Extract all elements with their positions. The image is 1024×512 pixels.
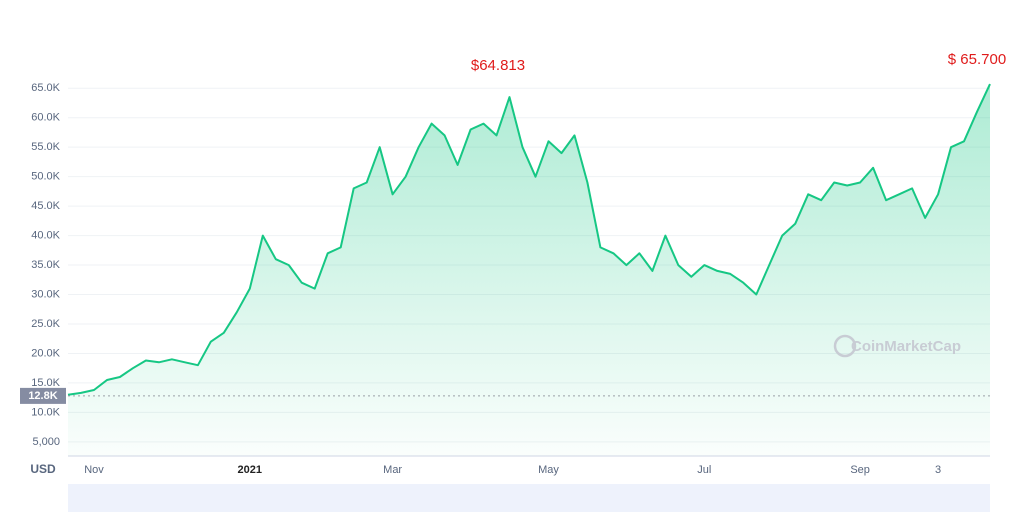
current-price-box xyxy=(20,387,66,404)
watermark-logo xyxy=(833,334,857,358)
area xyxy=(68,84,990,456)
y-tick-label: 25.0K xyxy=(31,318,60,330)
y-tick-label: 15.0K xyxy=(31,377,60,389)
y-tick-label: 40.0K xyxy=(31,229,60,241)
x-tick-label: Sep xyxy=(850,464,870,476)
y-tick-label: 20.0K xyxy=(31,347,60,359)
watermark: CoinMarketCap xyxy=(851,338,961,355)
y-tick-label: 55.0K xyxy=(31,141,60,153)
x-tick-label: Mar xyxy=(383,464,402,476)
x-tick-label: 2021 xyxy=(238,464,262,476)
annotation: $64.813 xyxy=(471,57,525,74)
y-tick-label: 45.0K xyxy=(31,200,60,212)
x-tick-label: Jul xyxy=(697,464,711,476)
y-tick-label: 10.0K xyxy=(31,406,60,418)
x-tick-label: 3 xyxy=(935,464,941,476)
annotation: $ 65.700 xyxy=(948,51,1006,68)
y-tick-label: 30.0K xyxy=(31,288,60,300)
x-tick-label: May xyxy=(538,464,559,476)
y-tick-label: 60.0K xyxy=(31,112,60,124)
price-line xyxy=(67,83,991,396)
y-tick-label: 5,000 xyxy=(32,436,60,448)
y-tick-label: 65.0K xyxy=(31,82,60,94)
currency-label: USD xyxy=(30,462,56,476)
y-tick-label: 35.0K xyxy=(31,259,60,271)
y-tick-label: 50.0K xyxy=(31,171,60,183)
current-price-label: 12.8K xyxy=(28,390,57,402)
navigator[interactable] xyxy=(68,484,990,512)
x-tick-label: Nov xyxy=(84,464,104,476)
